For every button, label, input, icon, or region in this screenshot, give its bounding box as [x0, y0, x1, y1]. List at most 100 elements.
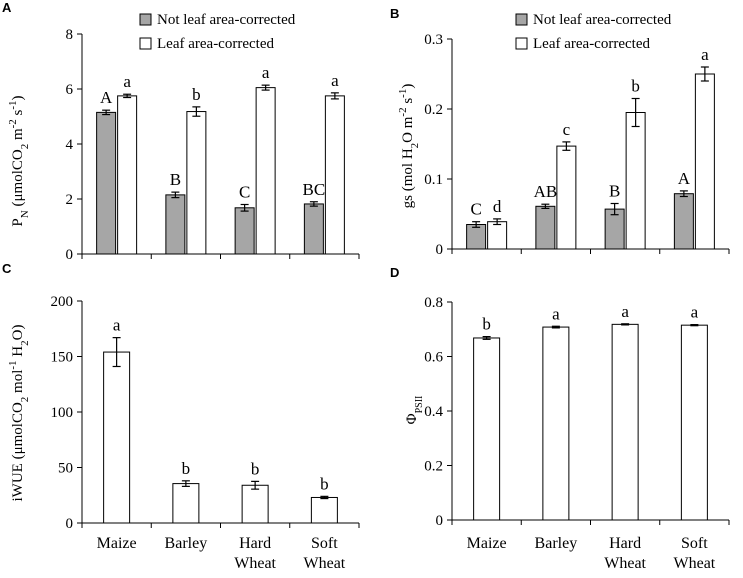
significance-label: a: [552, 304, 560, 323]
svg-text:gs (mol H2O m-2 s-1): gs (mol H2O m-2 s-1): [397, 84, 421, 209]
y-tick-label: 0.6: [424, 350, 443, 366]
panel-a-legend: Not leaf area-corrected Leaf area-correc…: [139, 12, 296, 52]
bar: [466, 224, 487, 250]
y-tick-label: 0: [436, 513, 444, 529]
significance-label: C: [470, 200, 481, 219]
significance-label: AB: [534, 182, 558, 201]
legend-swatch-corrected: [139, 37, 152, 50]
category-label: Barley: [165, 535, 208, 552]
bar: [103, 351, 131, 524]
category-label: Hard: [239, 535, 271, 552]
y-tick-label: 0.4: [424, 404, 443, 420]
panel-d: D ΦPSII 0 0.2 0.4 0.6 0.8 b a a a: [390, 265, 730, 529]
bar: [625, 112, 646, 250]
y-tick-label: 0: [66, 247, 74, 263]
category-label-line2: Wheat: [304, 555, 346, 572]
y-tick-label: 50: [58, 461, 73, 477]
significance-label: a: [113, 316, 121, 335]
panel-c-ylabel: iWUE (μmolCO2 mol-1 H2O): [7, 325, 31, 502]
significance-label: a: [621, 302, 629, 321]
category-label: Barley: [535, 535, 578, 552]
bar: [310, 496, 338, 524]
y-tick-label: 0.2: [424, 102, 443, 118]
significance-label: b: [251, 459, 260, 478]
significance-label: a: [331, 71, 339, 90]
significance-label: b: [631, 77, 640, 96]
bar: [241, 484, 269, 524]
category-label-line2: Wheat: [234, 555, 276, 572]
panel-letter-a: A: [2, 0, 12, 15]
bar: [324, 95, 345, 255]
legend-label-not-corrected-b: Not leaf area-corrected: [533, 12, 672, 28]
significance-label: B: [609, 182, 620, 201]
category-label-line2: Wheat: [604, 555, 646, 572]
legend-swatch-not-corrected-b: [515, 13, 528, 26]
bar: [542, 326, 570, 521]
significance-label: b: [482, 315, 491, 334]
panel-d-ylabel: ΦPSII: [404, 396, 425, 425]
y-tick-label: 100: [51, 405, 74, 421]
y-tick-label: 8: [66, 27, 74, 43]
bar: [535, 205, 556, 250]
significance-label: A: [678, 169, 691, 188]
significance-label: a: [123, 72, 131, 91]
y-tick-label: 150: [51, 350, 74, 366]
y-tick-label: 200: [51, 294, 74, 310]
panel-c: C iWUE (μmolCO2 mol-1 H2O) 0 50 100 150 200 a…: [2, 261, 360, 532]
significance-label: a: [701, 45, 709, 64]
panel-letter-b: B: [390, 6, 399, 21]
significance-label: a: [262, 63, 270, 82]
bar: [172, 483, 200, 524]
category-label: Hard: [609, 535, 641, 552]
legend-label-corrected: Leaf area-corrected: [157, 36, 274, 52]
bar: [556, 145, 577, 250]
significance-label: b: [320, 474, 329, 493]
significance-label: b: [192, 85, 201, 104]
bar: [234, 207, 255, 255]
bar: [673, 193, 694, 250]
bar: [255, 87, 276, 255]
significance-label: b: [182, 459, 191, 478]
bar: [117, 95, 138, 255]
bar: [165, 194, 186, 255]
significance-label: BC: [303, 180, 326, 199]
category-label: Maize: [97, 535, 137, 552]
legend-swatch-not-corrected: [139, 13, 152, 26]
panel-b: B gs (mol H2O m-2 s-1) Not leaf area-cor…: [390, 6, 730, 258]
significance-label: B: [170, 170, 181, 189]
y-tick-label: 4: [66, 137, 74, 153]
category-label: Soft: [311, 535, 338, 552]
bar: [680, 324, 708, 521]
svg-text:iWUE (μmolCO2 mol-1 H2O): iWUE (μmolCO2 mol-1 H2O): [7, 325, 31, 502]
y-tick-label: 2: [66, 192, 74, 208]
y-tick-label: 0.1: [424, 172, 443, 188]
y-tick-label: 0.8: [424, 295, 443, 311]
bar: [303, 203, 324, 255]
panel-letter-d: D: [390, 265, 399, 280]
svg-text:ΦPSII: ΦPSII: [404, 396, 425, 425]
panel-b-legend: Not leaf area-corrected Leaf area-correc…: [515, 12, 672, 52]
panel-letter-c: C: [2, 261, 12, 276]
svg-text:PN (μmolCO2 m-2 s-1): PN (μmolCO2 m-2 s-1): [7, 95, 31, 226]
panel-a-ylabel: PN (μmolCO2 m-2 s-1): [7, 95, 31, 226]
legend-label-corrected-b: Leaf area-corrected: [533, 36, 650, 52]
legend-label-not-corrected: Not leaf area-corrected: [157, 12, 296, 28]
category-label-line2: Wheat: [674, 555, 716, 572]
significance-label: d: [493, 197, 502, 216]
category-label: Maize: [467, 535, 507, 552]
y-tick-label: 0: [66, 516, 74, 532]
panel-a: A PN (μmolCO2 m-2 s-1) Not leaf area-cor…: [2, 0, 360, 263]
bar: [694, 73, 715, 250]
bar: [186, 111, 207, 255]
significance-label: a: [691, 303, 699, 322]
legend-swatch-corrected-b: [515, 37, 528, 50]
bar: [473, 337, 501, 521]
category-labels: Maize Barley Hard Wheat Soft Wheat Maize Barley…: [97, 535, 716, 572]
y-tick-label: 0.3: [424, 32, 443, 48]
y-tick-label: 0: [436, 242, 444, 258]
bar: [96, 111, 117, 255]
significance-label: C: [239, 183, 250, 202]
category-label: Soft: [681, 535, 708, 552]
bar: [487, 221, 508, 250]
